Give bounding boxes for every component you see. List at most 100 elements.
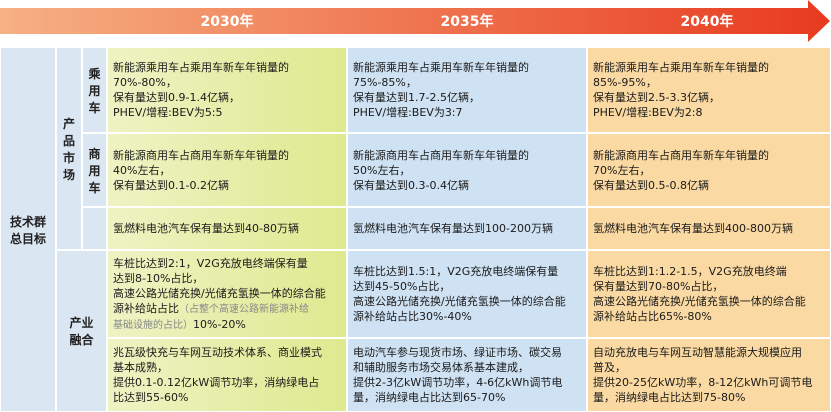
- cell-line: 高速公路光储充换/光储充氢换一体的综合能: [353, 294, 581, 309]
- cell-line: 保有量达到0.5-0.8亿辆: [593, 178, 825, 193]
- cell-line: 提供0.1-0.12亿kW调节功率，消纳绿电占: [113, 375, 341, 390]
- text: 高速公路光储充换/光储充氢换一体的综合能: [593, 295, 806, 308]
- text: 保有量达到0.3-0.4亿辆: [353, 178, 469, 192]
- cell-line: 和辅助服务市场交易体系基本建成，: [353, 360, 581, 375]
- cell: 车桩比达到1:1.2-1.5，V2G充放电终端 保有量达到70-80%占比， 高速公…: [587, 250, 831, 338]
- text: 保有量达到70-80%占比，: [593, 280, 724, 293]
- group-text: 产业融合: [69, 316, 94, 347]
- text: 40%左右，: [113, 163, 171, 177]
- cell-line: 高速公路光储充换/光储充氢换一体的综合能: [113, 286, 341, 301]
- cell-line: 提供20-25亿kW功率，8-12亿kWh可调节电: [593, 375, 825, 390]
- cell-line: 新能源商用车占商用车新车年销量的: [353, 148, 581, 163]
- cell-line: 兆瓦级快充与车网互动技术体系、商业模式: [113, 345, 341, 360]
- text: 普及，: [593, 361, 626, 374]
- text: PHEV/增程:BEV为3:7: [353, 106, 463, 119]
- text: 和辅助服务市场交易体系基本建成，: [353, 361, 529, 374]
- text: 新能源乘用车占乘用车新车年销量的: [353, 61, 529, 74]
- cell-line: 源补给站占比（占整个高速公路新能源补给: [113, 301, 341, 317]
- cell-line: 保有量达到2.5-3.3亿辆，: [593, 90, 825, 105]
- text: 氢燃料电池汽车保有量达到100-200万辆: [353, 222, 553, 235]
- cell-line: 70%-80%，: [113, 75, 341, 90]
- text: 提供0.1-0.12亿kW调节功率，消纳绿电占: [113, 376, 320, 389]
- cell-line: 达到8-10%占比，: [113, 271, 341, 286]
- text: 高速公路光储充换/光储充氢换一体的综合能: [353, 295, 566, 308]
- cell-line: 高速公路光储充换/光储充氢换一体的综合能: [593, 294, 825, 309]
- group-label: 产业融合: [56, 250, 107, 412]
- cell: 氢燃料电池汽车保有量达到400-800万辆: [587, 207, 831, 250]
- text: 新能源商用车占商用车新车年销量的: [593, 148, 769, 162]
- cell-line: PHEV/增程:BEV为5:5: [113, 105, 341, 120]
- cell: 新能源商用车占商用车新车年销量的 70%左右， 保有量达到0.5-0.8亿辆: [587, 133, 831, 207]
- cell: 新能源商用车占商用车新车年销量的 40%左右， 保有量达到0.1-0.2亿辆: [107, 133, 347, 207]
- text: 保有量达到0.1-0.2亿辆: [113, 178, 229, 192]
- cell: 新能源乘用车占乘用车新车年销量的 70%-80%， 保有量达到0.9-1.4亿辆， P…: [107, 47, 347, 133]
- cell: 新能源乘用车占乘用车新车年销量的 85%-95%， 保有量达到2.5-3.3亿辆， P…: [587, 47, 831, 133]
- cell-line: 40%左右，: [113, 163, 341, 178]
- cell-line: 保有量达到0.3-0.4亿辆: [353, 178, 581, 193]
- arrow: [0, 0, 830, 42]
- cell: 电动汽车参与现货市场、绿证市场、碳交易 和辅助服务市场交易体系基本建成， 提供2-3…: [347, 338, 587, 412]
- text: 量，消纳绿电占比达到65-70%: [353, 391, 506, 404]
- cell-line: PHEV/增程:BEV为3:7: [353, 105, 581, 120]
- cell: 新能源商用车占商用车新车年销量的 50%左右， 保有量达到0.3-0.4亿辆: [347, 133, 587, 207]
- cell-line: 基本成熟，: [113, 360, 341, 375]
- cell: 车桩比达到2:1，V2G充放电终端保有量 达到8-10%占比， 高速公路光储充换/光…: [107, 250, 347, 338]
- text: 源补给站占比30%-40%: [353, 310, 472, 323]
- text: 保有量达到1.7-2.5亿辆，: [353, 91, 480, 104]
- group-label: 产品市场: [56, 47, 82, 250]
- cell-line: 新能源乘用车占乘用车新车年销量的: [113, 60, 341, 75]
- cell-line: 新能源乘用车占乘用车新车年销量的: [593, 60, 825, 75]
- cell-line: 车桩比达到1.5:1，V2G充放电终端保有量: [353, 264, 581, 279]
- cell-line: 85%-95%，: [593, 75, 825, 90]
- cell-line: 新能源商用车占商用车新车年销量的: [113, 148, 341, 163]
- cell-line: 比达到55-60%: [113, 390, 341, 405]
- text: 比达到55-60%: [113, 391, 189, 404]
- text: 保有量达到0.5-0.8亿辆: [593, 178, 709, 192]
- text: 源补给站占比65%-80%: [593, 310, 712, 323]
- cell-line: 70%左右，: [593, 163, 825, 178]
- left-title-text: 技术群总目标: [9, 214, 46, 246]
- year-label: 2030年: [201, 13, 254, 30]
- year-label: 2040年: [681, 13, 734, 30]
- text: 提供2-3亿kW调节功率，4-6亿kWh调节电: [353, 376, 563, 389]
- cell-line: 新能源乘用车占乘用车新车年销量的: [353, 60, 581, 75]
- cell-line: 提供2-3亿kW调节功率，4-6亿kWh调节电: [353, 375, 581, 390]
- text: 氢燃料电池汽车保有量达到40-80万辆: [113, 222, 299, 235]
- text: 达到45-50%占比，: [353, 280, 451, 293]
- cell-line: 达到45-50%占比，: [353, 279, 581, 294]
- text: 70%-80%，: [113, 76, 177, 89]
- subrow-label: 商用车: [82, 133, 107, 207]
- cell-line: 保有量达到70-80%占比，: [593, 279, 825, 294]
- text: 自动充放电与车网互动智慧能源大规模应用: [593, 346, 802, 359]
- timeline-arrow: 2030年 2035年 2040年: [0, 0, 830, 42]
- text: 高速公路光储充换/光储充氢换一体的综合能: [113, 286, 326, 300]
- cell-line: 普及，: [593, 360, 825, 375]
- text: 氢燃料电池汽车保有量达到400-800万辆: [593, 222, 793, 235]
- text: 车桩比达到1.5:1，V2G充放电终端保有量: [353, 265, 559, 278]
- subrow-text: 乘用车: [88, 66, 101, 115]
- text: 保有量达到2.5-3.3亿辆，: [593, 91, 720, 104]
- text: 提供20-25亿kW功率，8-12亿kWh可调节电: [593, 376, 813, 389]
- cell: 氢燃料电池汽车保有量达到40-80万辆: [107, 207, 347, 250]
- text: 新能源乘用车占乘用车新车年销量的: [593, 61, 769, 74]
- text: 75%-85%，: [353, 76, 417, 89]
- text: 达到8-10%占比，: [113, 271, 204, 285]
- cell: 自动充放电与车网互动智慧能源大规模应用 普及， 提供20-25亿kW功率，8-12亿…: [587, 338, 831, 412]
- text: 兆瓦级快充与车网互动技术体系、商业模式: [113, 346, 322, 359]
- text: 车桩比达到1:1.2-1.5，V2G充放电终端: [593, 265, 787, 278]
- cell-line: PHEV/增程:BEV为2:8: [593, 105, 825, 120]
- cell-line: 50%左右，: [353, 163, 581, 178]
- cell-line: 源补给站占比65%-80%: [593, 309, 825, 324]
- text: 85%-95%，: [593, 76, 657, 89]
- text: 量，消纳绿电占比达到75-80%: [593, 391, 746, 404]
- year-label: 2035年: [441, 13, 494, 30]
- cell: 氢燃料电池汽车保有量达到100-200万辆: [347, 207, 587, 250]
- text: 电动汽车参与现货市场、绿证市场、碳交易: [353, 346, 562, 359]
- cell-line: 氢燃料电池汽车保有量达到100-200万辆: [353, 221, 581, 236]
- left-title: 技术群总目标: [0, 47, 56, 412]
- cell-line: 量，消纳绿电占比达到75-80%: [593, 390, 825, 405]
- text: PHEV/增程:BEV为2:8: [593, 106, 703, 119]
- cell: 车桩比达到1.5:1，V2G充放电终端保有量 达到45-50%占比， 高速公路光储充…: [347, 250, 587, 338]
- text: 50%左右，: [353, 163, 411, 177]
